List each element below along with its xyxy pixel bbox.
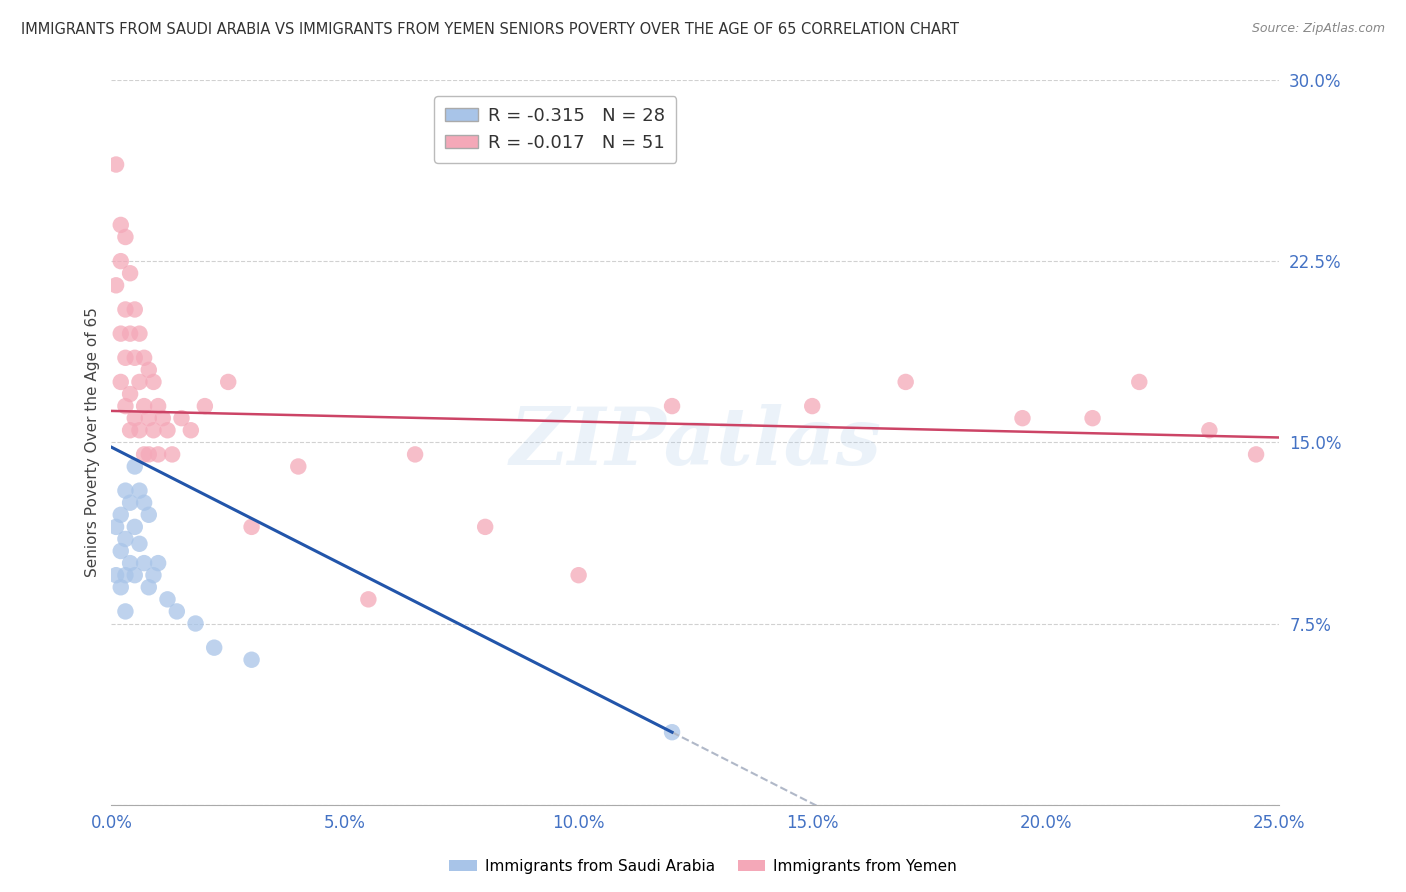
Point xyxy=(156,592,179,607)
Legend: Immigrants from Saudi Arabia, Immigrants from Yemen: Immigrants from Saudi Arabia, Immigrants… xyxy=(443,853,963,880)
Point xyxy=(287,459,309,474)
Point xyxy=(128,375,150,389)
Point xyxy=(124,302,146,317)
Point xyxy=(1081,411,1104,425)
Point xyxy=(142,568,165,582)
Point xyxy=(134,556,156,570)
Point xyxy=(128,537,150,551)
Point xyxy=(110,375,132,389)
Point xyxy=(166,604,188,618)
Point xyxy=(142,423,165,437)
Point xyxy=(120,326,142,341)
Point xyxy=(124,520,146,534)
Point xyxy=(105,568,128,582)
Point xyxy=(124,568,146,582)
Point xyxy=(124,411,146,425)
Point xyxy=(114,568,136,582)
Point xyxy=(110,544,132,558)
Point xyxy=(124,351,146,365)
Point xyxy=(114,351,136,365)
Point xyxy=(568,568,591,582)
Point xyxy=(146,447,169,461)
Point xyxy=(110,326,132,341)
Point xyxy=(240,520,263,534)
Point xyxy=(110,218,132,232)
Point xyxy=(134,399,156,413)
Point xyxy=(170,411,193,425)
Legend: R = -0.315   N = 28, R = -0.017   N = 51: R = -0.315 N = 28, R = -0.017 N = 51 xyxy=(434,96,676,163)
Point xyxy=(110,508,132,522)
Point xyxy=(357,592,380,607)
Point xyxy=(404,447,426,461)
Point xyxy=(138,411,160,425)
Point xyxy=(160,447,183,461)
Text: IMMIGRANTS FROM SAUDI ARABIA VS IMMIGRANTS FROM YEMEN SENIORS POVERTY OVER THE A: IMMIGRANTS FROM SAUDI ARABIA VS IMMIGRAN… xyxy=(21,22,959,37)
Point xyxy=(110,580,132,594)
Point xyxy=(120,387,142,401)
Point xyxy=(128,423,150,437)
Point xyxy=(134,447,156,461)
Point xyxy=(1244,447,1267,461)
Point xyxy=(128,326,150,341)
Point xyxy=(138,447,160,461)
Point xyxy=(1128,375,1150,389)
Point xyxy=(114,399,136,413)
Point xyxy=(661,725,683,739)
Point xyxy=(120,266,142,280)
Point xyxy=(202,640,225,655)
Point xyxy=(105,278,128,293)
Text: ZIPatlas: ZIPatlas xyxy=(509,403,882,481)
Point xyxy=(114,230,136,244)
Point xyxy=(146,399,169,413)
Point xyxy=(152,411,174,425)
Point xyxy=(894,375,917,389)
Y-axis label: Seniors Poverty Over the Age of 65: Seniors Poverty Over the Age of 65 xyxy=(86,308,100,577)
Point xyxy=(184,616,207,631)
Point xyxy=(105,157,128,171)
Point xyxy=(134,496,156,510)
Point xyxy=(138,508,160,522)
Point xyxy=(114,532,136,546)
Point xyxy=(105,520,128,534)
Point xyxy=(146,556,169,570)
Point xyxy=(120,496,142,510)
Point xyxy=(114,483,136,498)
Point xyxy=(120,556,142,570)
Point xyxy=(120,423,142,437)
Point xyxy=(180,423,202,437)
Point xyxy=(661,399,683,413)
Point xyxy=(194,399,217,413)
Point xyxy=(1011,411,1033,425)
Point xyxy=(114,302,136,317)
Point xyxy=(801,399,824,413)
Point xyxy=(110,254,132,268)
Point xyxy=(474,520,496,534)
Point xyxy=(138,363,160,377)
Point xyxy=(124,459,146,474)
Point xyxy=(128,483,150,498)
Point xyxy=(114,604,136,618)
Text: Source: ZipAtlas.com: Source: ZipAtlas.com xyxy=(1251,22,1385,36)
Point xyxy=(142,375,165,389)
Point xyxy=(134,351,156,365)
Point xyxy=(240,653,263,667)
Point xyxy=(1198,423,1220,437)
Point xyxy=(138,580,160,594)
Point xyxy=(156,423,179,437)
Point xyxy=(217,375,239,389)
